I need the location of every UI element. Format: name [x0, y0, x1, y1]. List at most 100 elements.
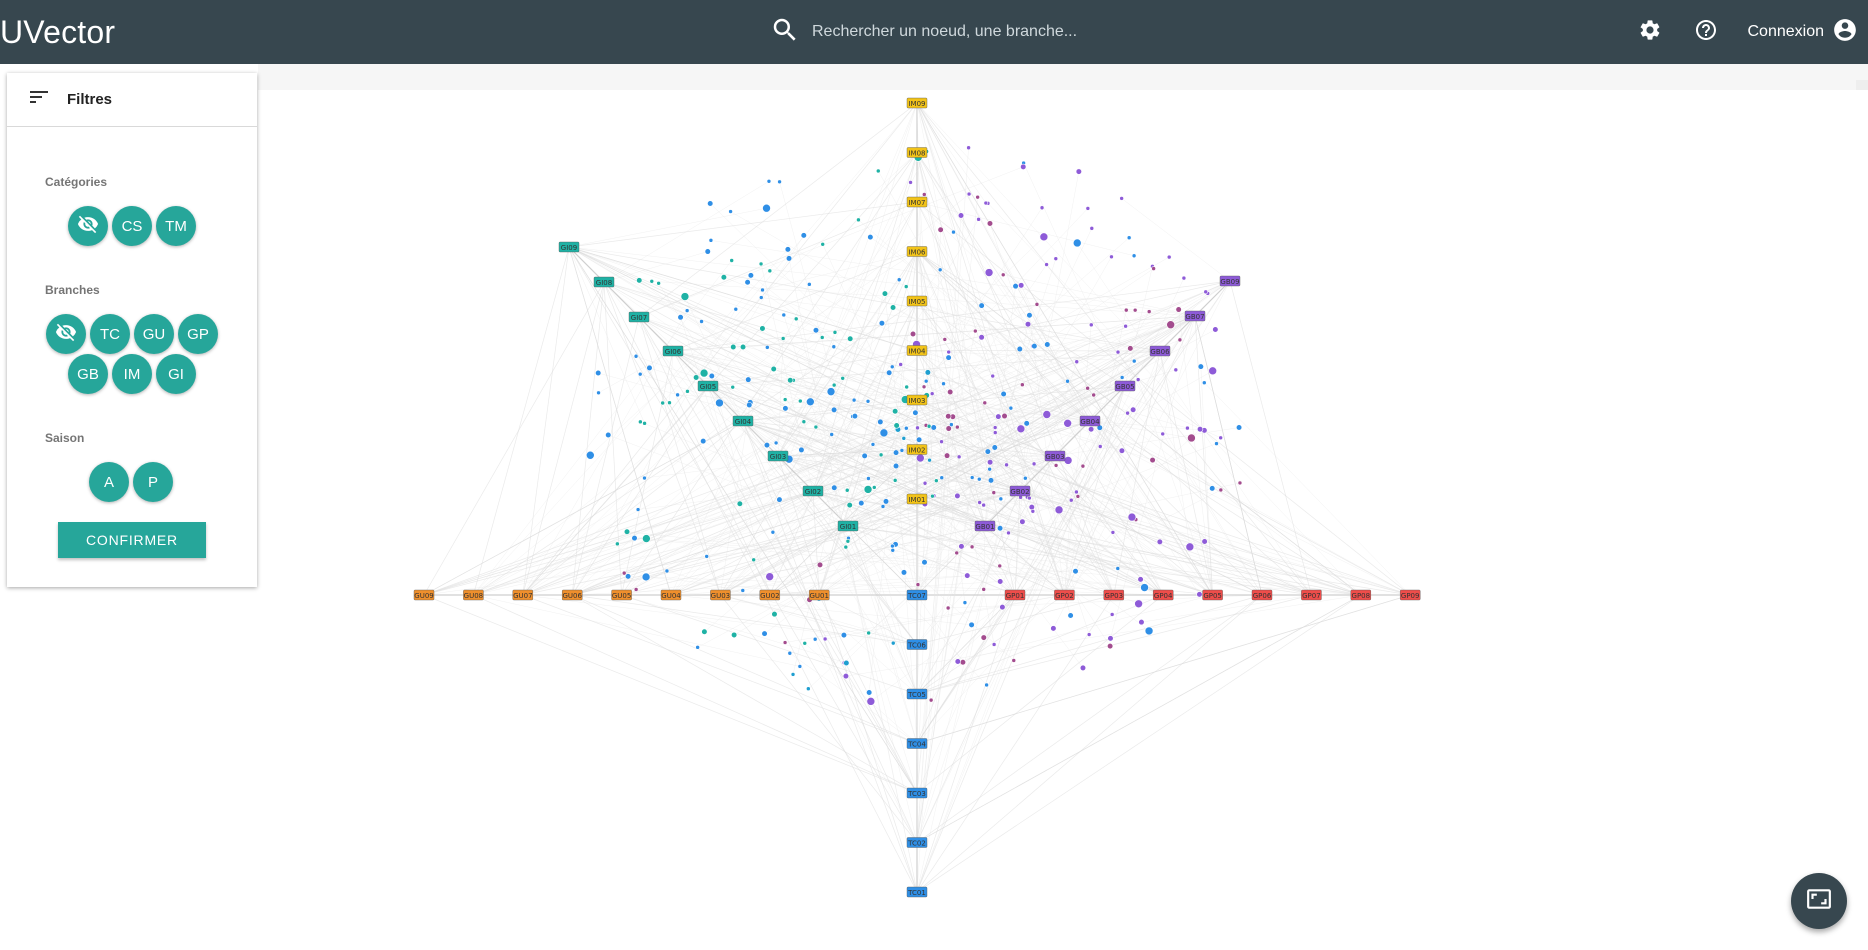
- graph-node[interactable]: [892, 462, 900, 470]
- node-label-gp09[interactable]: GP09: [1399, 589, 1421, 601]
- node-label-im03[interactable]: IM03: [906, 394, 928, 406]
- graph-node[interactable]: [955, 424, 960, 430]
- node-label-gp06[interactable]: GP06: [1251, 589, 1273, 601]
- graph-node[interactable]: [992, 430, 998, 435]
- graph-node[interactable]: [641, 572, 651, 582]
- branch-chip-tc[interactable]: TC: [90, 314, 130, 354]
- graph-node[interactable]: [947, 388, 954, 396]
- node-label-gp04[interactable]: GP04: [1152, 589, 1174, 601]
- graph-node[interactable]: [638, 419, 643, 425]
- graph-node[interactable]: [1074, 489, 1079, 495]
- graph-node[interactable]: [801, 419, 807, 425]
- graph-node[interactable]: [1218, 435, 1223, 441]
- graph-node[interactable]: [708, 238, 714, 243]
- graph-node[interactable]: [781, 312, 787, 318]
- node-label-gi01[interactable]: GI01: [837, 520, 859, 532]
- graph-node[interactable]: [878, 452, 884, 458]
- graph-node[interactable]: [642, 534, 651, 543]
- graph-node[interactable]: [761, 630, 768, 637]
- graph-node[interactable]: [978, 302, 985, 309]
- graph-node[interactable]: [812, 327, 820, 334]
- graph-node[interactable]: [969, 475, 975, 480]
- graph-node[interactable]: [881, 290, 889, 297]
- graph-node[interactable]: [890, 543, 895, 549]
- graph-node[interactable]: [797, 664, 803, 669]
- graph-node[interactable]: [990, 373, 996, 379]
- graph-node[interactable]: [1151, 266, 1156, 271]
- graph-node[interactable]: [945, 605, 951, 611]
- graph-node[interactable]: [684, 308, 690, 313]
- graph-node[interactable]: [1068, 497, 1074, 503]
- graph-node[interactable]: [1016, 345, 1023, 353]
- graph-node[interactable]: [954, 492, 961, 500]
- graph-node[interactable]: [858, 500, 865, 507]
- graph-node[interactable]: [937, 226, 944, 233]
- graph-node[interactable]: [937, 267, 943, 273]
- graph-node[interactable]: [1181, 275, 1187, 281]
- graph-node[interactable]: [728, 209, 733, 214]
- graph-node[interactable]: [1079, 664, 1087, 672]
- graph-node[interactable]: [656, 280, 661, 286]
- graph-node[interactable]: [759, 325, 766, 332]
- graph-node[interactable]: [615, 541, 620, 547]
- network-graph[interactable]: IM09 IM08 IM07 IM06 IM05 IM04 IM03 IM02 IM01 GI09…: [0, 64, 1868, 950]
- graph-node[interactable]: [646, 364, 653, 372]
- graph-node[interactable]: [899, 448, 905, 453]
- graph-node[interactable]: [1088, 322, 1094, 328]
- node-label-gb09[interactable]: GB09: [1219, 275, 1241, 287]
- graph-node[interactable]: [870, 442, 876, 447]
- graph-node[interactable]: [981, 502, 986, 508]
- graph-node[interactable]: [1088, 426, 1095, 433]
- node-label-gp07[interactable]: GP07: [1301, 589, 1322, 601]
- graph-node[interactable]: [739, 343, 747, 351]
- graph-node[interactable]: [1000, 272, 1006, 278]
- graph-node[interactable]: [999, 604, 1006, 611]
- graph-node[interactable]: [660, 400, 665, 406]
- graph-node[interactable]: [642, 475, 647, 481]
- graph-node[interactable]: [813, 424, 819, 430]
- graph-node[interactable]: [956, 454, 962, 460]
- node-label-gb05[interactable]: GB05: [1114, 380, 1136, 392]
- graph-node[interactable]: [875, 168, 881, 174]
- graph-node[interactable]: [1044, 341, 1051, 348]
- branch-chip-hide[interactable]: [46, 314, 86, 354]
- search-icon[interactable]: [770, 15, 800, 50]
- graph-node[interactable]: [1085, 385, 1090, 391]
- graph-node[interactable]: [782, 397, 788, 402]
- graph-node[interactable]: [1140, 583, 1149, 592]
- graph-node[interactable]: [1097, 444, 1103, 449]
- graph-node[interactable]: [964, 572, 971, 579]
- graph-node[interactable]: [1044, 262, 1049, 267]
- graph-node[interactable]: [1039, 205, 1045, 211]
- graph-node[interactable]: [984, 448, 991, 455]
- graph-node[interactable]: [898, 362, 903, 367]
- node-label-gu07[interactable]: GU07: [512, 589, 533, 601]
- settings-button[interactable]: [1622, 0, 1678, 64]
- graph-node[interactable]: [930, 424, 937, 431]
- graph-node[interactable]: [1080, 463, 1086, 469]
- graph-node[interactable]: [621, 570, 627, 576]
- graph-node[interactable]: [939, 475, 945, 481]
- graph-node[interactable]: [708, 372, 715, 380]
- graph-node[interactable]: [987, 466, 992, 472]
- graph-node[interactable]: [962, 600, 968, 605]
- graph-node[interactable]: [934, 478, 939, 483]
- graph-node[interactable]: [1091, 392, 1096, 398]
- graph-node[interactable]: [981, 587, 987, 592]
- graph-node[interactable]: [787, 377, 794, 384]
- graph-node[interactable]: [921, 192, 927, 197]
- graph-node[interactable]: [921, 559, 928, 566]
- graph-node[interactable]: [765, 345, 770, 350]
- node-label-gu09[interactable]: GU09: [413, 589, 435, 601]
- graph-node[interactable]: [1185, 425, 1190, 431]
- graph-node[interactable]: [867, 234, 874, 241]
- graph-node[interactable]: [1218, 487, 1224, 493]
- graph-node[interactable]: [1065, 378, 1070, 384]
- node-label-im01[interactable]: IM01: [906, 493, 928, 505]
- graph-node[interactable]: [744, 279, 751, 286]
- graph-node[interactable]: [943, 452, 951, 459]
- graph-node[interactable]: [745, 376, 752, 383]
- node-label-gb02[interactable]: GB02: [1009, 485, 1031, 497]
- graph-node[interactable]: [701, 628, 708, 635]
- graph-node[interactable]: [976, 476, 982, 482]
